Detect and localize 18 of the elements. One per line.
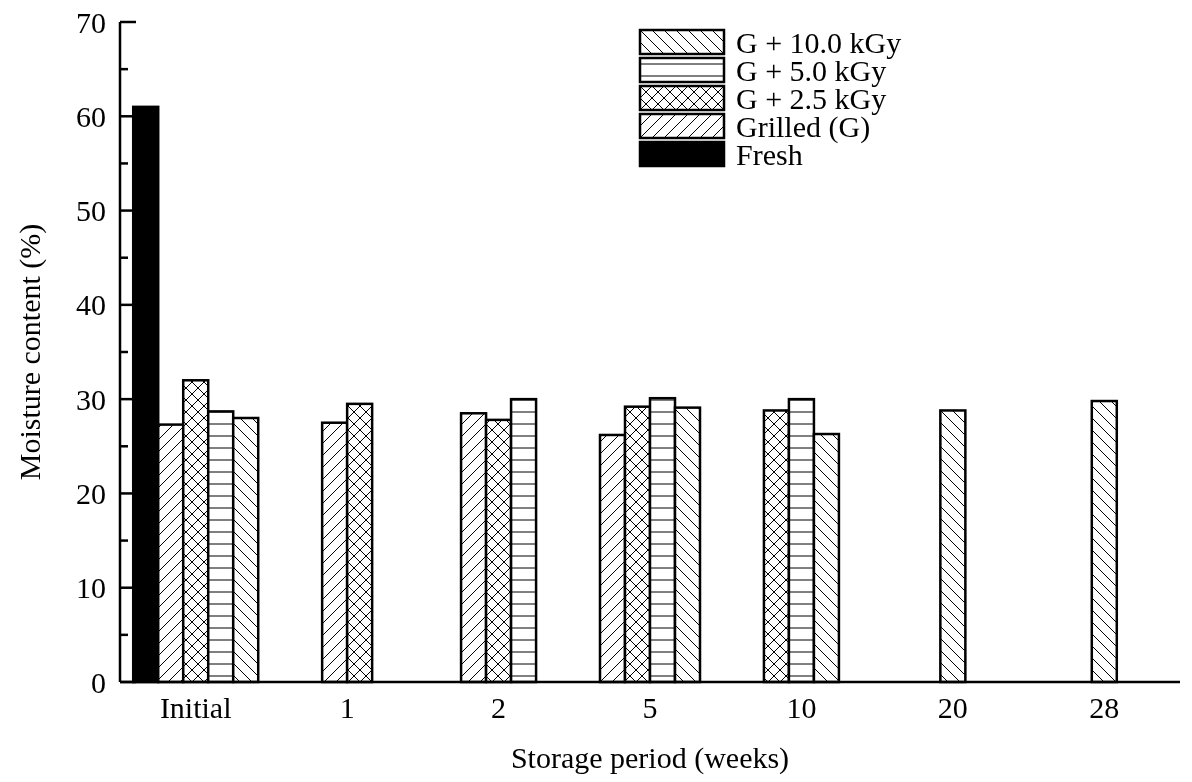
x-tick-label: 1 xyxy=(339,691,355,724)
legend-label: G + 10.0 kGy xyxy=(736,25,902,59)
y-axis-title: Moisture content (%) xyxy=(13,223,47,481)
y-tick-label: 50 xyxy=(76,194,106,228)
y-tick-label: 40 xyxy=(76,288,106,322)
x-tick-label: 28 xyxy=(1089,691,1120,724)
y-tick-label: 70 xyxy=(76,5,106,39)
x-tick-label: 10 xyxy=(786,691,817,724)
x-tick-label: Initial xyxy=(159,691,232,724)
y-tick-label: 10 xyxy=(76,571,106,605)
x-tick-label: 20 xyxy=(937,691,968,724)
x-tick-label: 5 xyxy=(642,691,658,724)
y-tick-label: 0 xyxy=(91,665,106,699)
x-tick-label: 2 xyxy=(491,691,507,724)
y-tick-label: 60 xyxy=(76,99,106,133)
y-tick-label: 20 xyxy=(76,476,106,510)
x-axis-title: Storage period (weeks) xyxy=(510,741,790,775)
y-tick-label: 30 xyxy=(76,382,106,416)
